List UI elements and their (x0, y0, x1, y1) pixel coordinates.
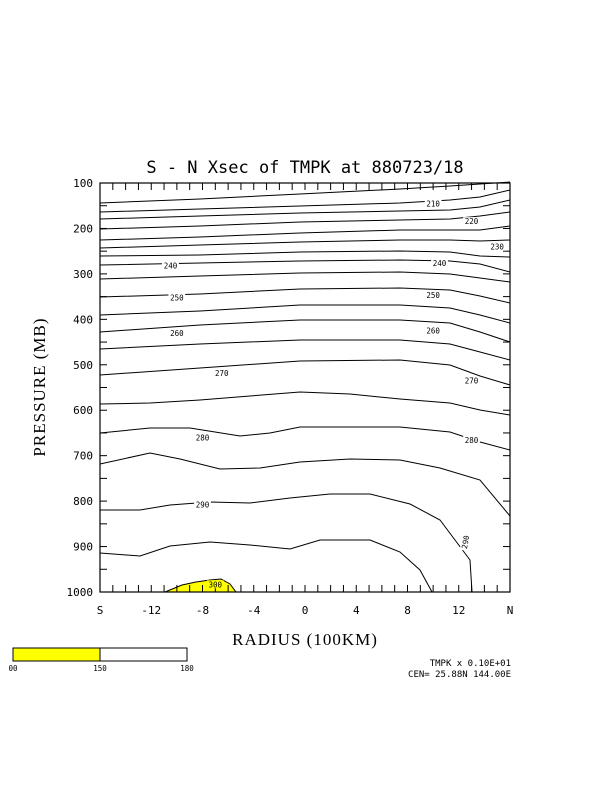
y-tick-label: 700 (73, 450, 93, 463)
isotherm-line (99, 199, 511, 220)
isotherm-line (99, 391, 511, 416)
plot-area: 210 220 230 240 240 250 250 260 260 270 270 280 280 2… (99, 181, 511, 593)
isotherm-line (99, 539, 433, 593)
contour-label: 290 (196, 501, 210, 510)
footer-center: CEN= 25.88N 144.00E (408, 670, 511, 680)
isotherm-line (99, 239, 511, 249)
contour-label: 210 (426, 199, 440, 208)
contour-label-bg (463, 435, 480, 444)
footer-scale: TMPK x 0.10E+01 (430, 659, 511, 669)
isotherm-line (99, 250, 511, 258)
colorbar-tick-label: 180 (180, 664, 194, 673)
x-axis-label: RADIUS (100KM) (232, 630, 378, 649)
contour-label-bg (213, 368, 231, 377)
isotherm-line (100, 493, 473, 593)
isotherm-line (99, 271, 511, 283)
x-tick-label: 4 (353, 604, 360, 617)
x-tick-label: 8 (404, 604, 411, 617)
isotherm-line (99, 359, 511, 386)
y-tick-label: 200 (73, 222, 93, 235)
contour-label-bg (162, 261, 179, 270)
contour-label: 300 (209, 580, 223, 589)
x-tick-label: 0 (302, 604, 309, 617)
contour-label-bg (488, 242, 506, 251)
contour-label: 220 (465, 217, 479, 226)
contour-label-bg (194, 500, 211, 509)
contour-label-bg (463, 217, 480, 226)
contour-label-bg (459, 533, 471, 551)
shaded-region-300 (164, 578, 237, 593)
contour-label: 260 (170, 329, 184, 338)
isotherm-line (99, 259, 511, 273)
x-tick-label: N (507, 604, 514, 617)
isotherm-line (99, 189, 511, 213)
contour-label-bg (463, 376, 480, 385)
isotherm-line (99, 211, 511, 230)
chart-title: S - N Xsec of TMPK at 880723/18 (146, 158, 463, 178)
contour-label-bg (424, 290, 442, 299)
isotherm-line (99, 339, 511, 361)
contour-label: 230 (490, 243, 504, 252)
contour-label: 260 (426, 327, 440, 336)
contour-label: 280 (196, 433, 210, 442)
contour-label-bg (168, 293, 186, 302)
y-axis-label: PRESSURE (MB) (30, 317, 49, 456)
y-tick-label: 500 (73, 359, 93, 372)
contour-label-bg (424, 199, 442, 208)
contour-label: 290 (460, 534, 471, 549)
contour-label-bg (206, 580, 224, 589)
isotherm-line (99, 225, 511, 241)
colorbar-tick-label: 00 (8, 664, 18, 673)
isotherm-line (99, 304, 511, 324)
x-tick-label: -4 (247, 604, 261, 617)
contour-label-bg (168, 328, 186, 337)
contour-label: 270 (465, 377, 479, 386)
colorbar-white (99, 647, 188, 662)
x-tick-label: -8 (196, 604, 209, 617)
x-tick-label: S (97, 604, 104, 617)
contour-label-bg (424, 326, 442, 335)
isotherm-line (99, 319, 511, 343)
x-tick-label: -12 (141, 604, 161, 617)
contour-label: 240 (433, 259, 447, 268)
contour-label: 270 (215, 369, 229, 378)
colorbar-yellow (12, 647, 101, 662)
x-tick-label: 12 (452, 604, 465, 617)
colorbar: 00 150 180 (8, 647, 194, 673)
y-tick-label: 300 (73, 268, 93, 281)
isotherm-line (99, 181, 511, 204)
contour-label: 280 (465, 436, 479, 445)
colorbar-tick-label: 150 (93, 664, 107, 673)
contour-label-bg (431, 258, 448, 267)
contour-label: 250 (170, 294, 184, 303)
isotherm-line (99, 452, 511, 517)
y-tick-label: 800 (73, 495, 93, 508)
contour-label-bg (194, 433, 211, 442)
y-tick-label: 1000 (67, 586, 94, 599)
isotherm-line (99, 287, 511, 304)
y-tick-label: 900 (73, 541, 93, 554)
contour-label: 250 (426, 291, 440, 300)
isotherm-line (99, 426, 511, 451)
y-tick-label: 100 (73, 177, 93, 190)
y-tick-label: 400 (73, 313, 93, 326)
contour-label: 240 (164, 262, 178, 271)
y-tick-label: 600 (73, 404, 93, 417)
